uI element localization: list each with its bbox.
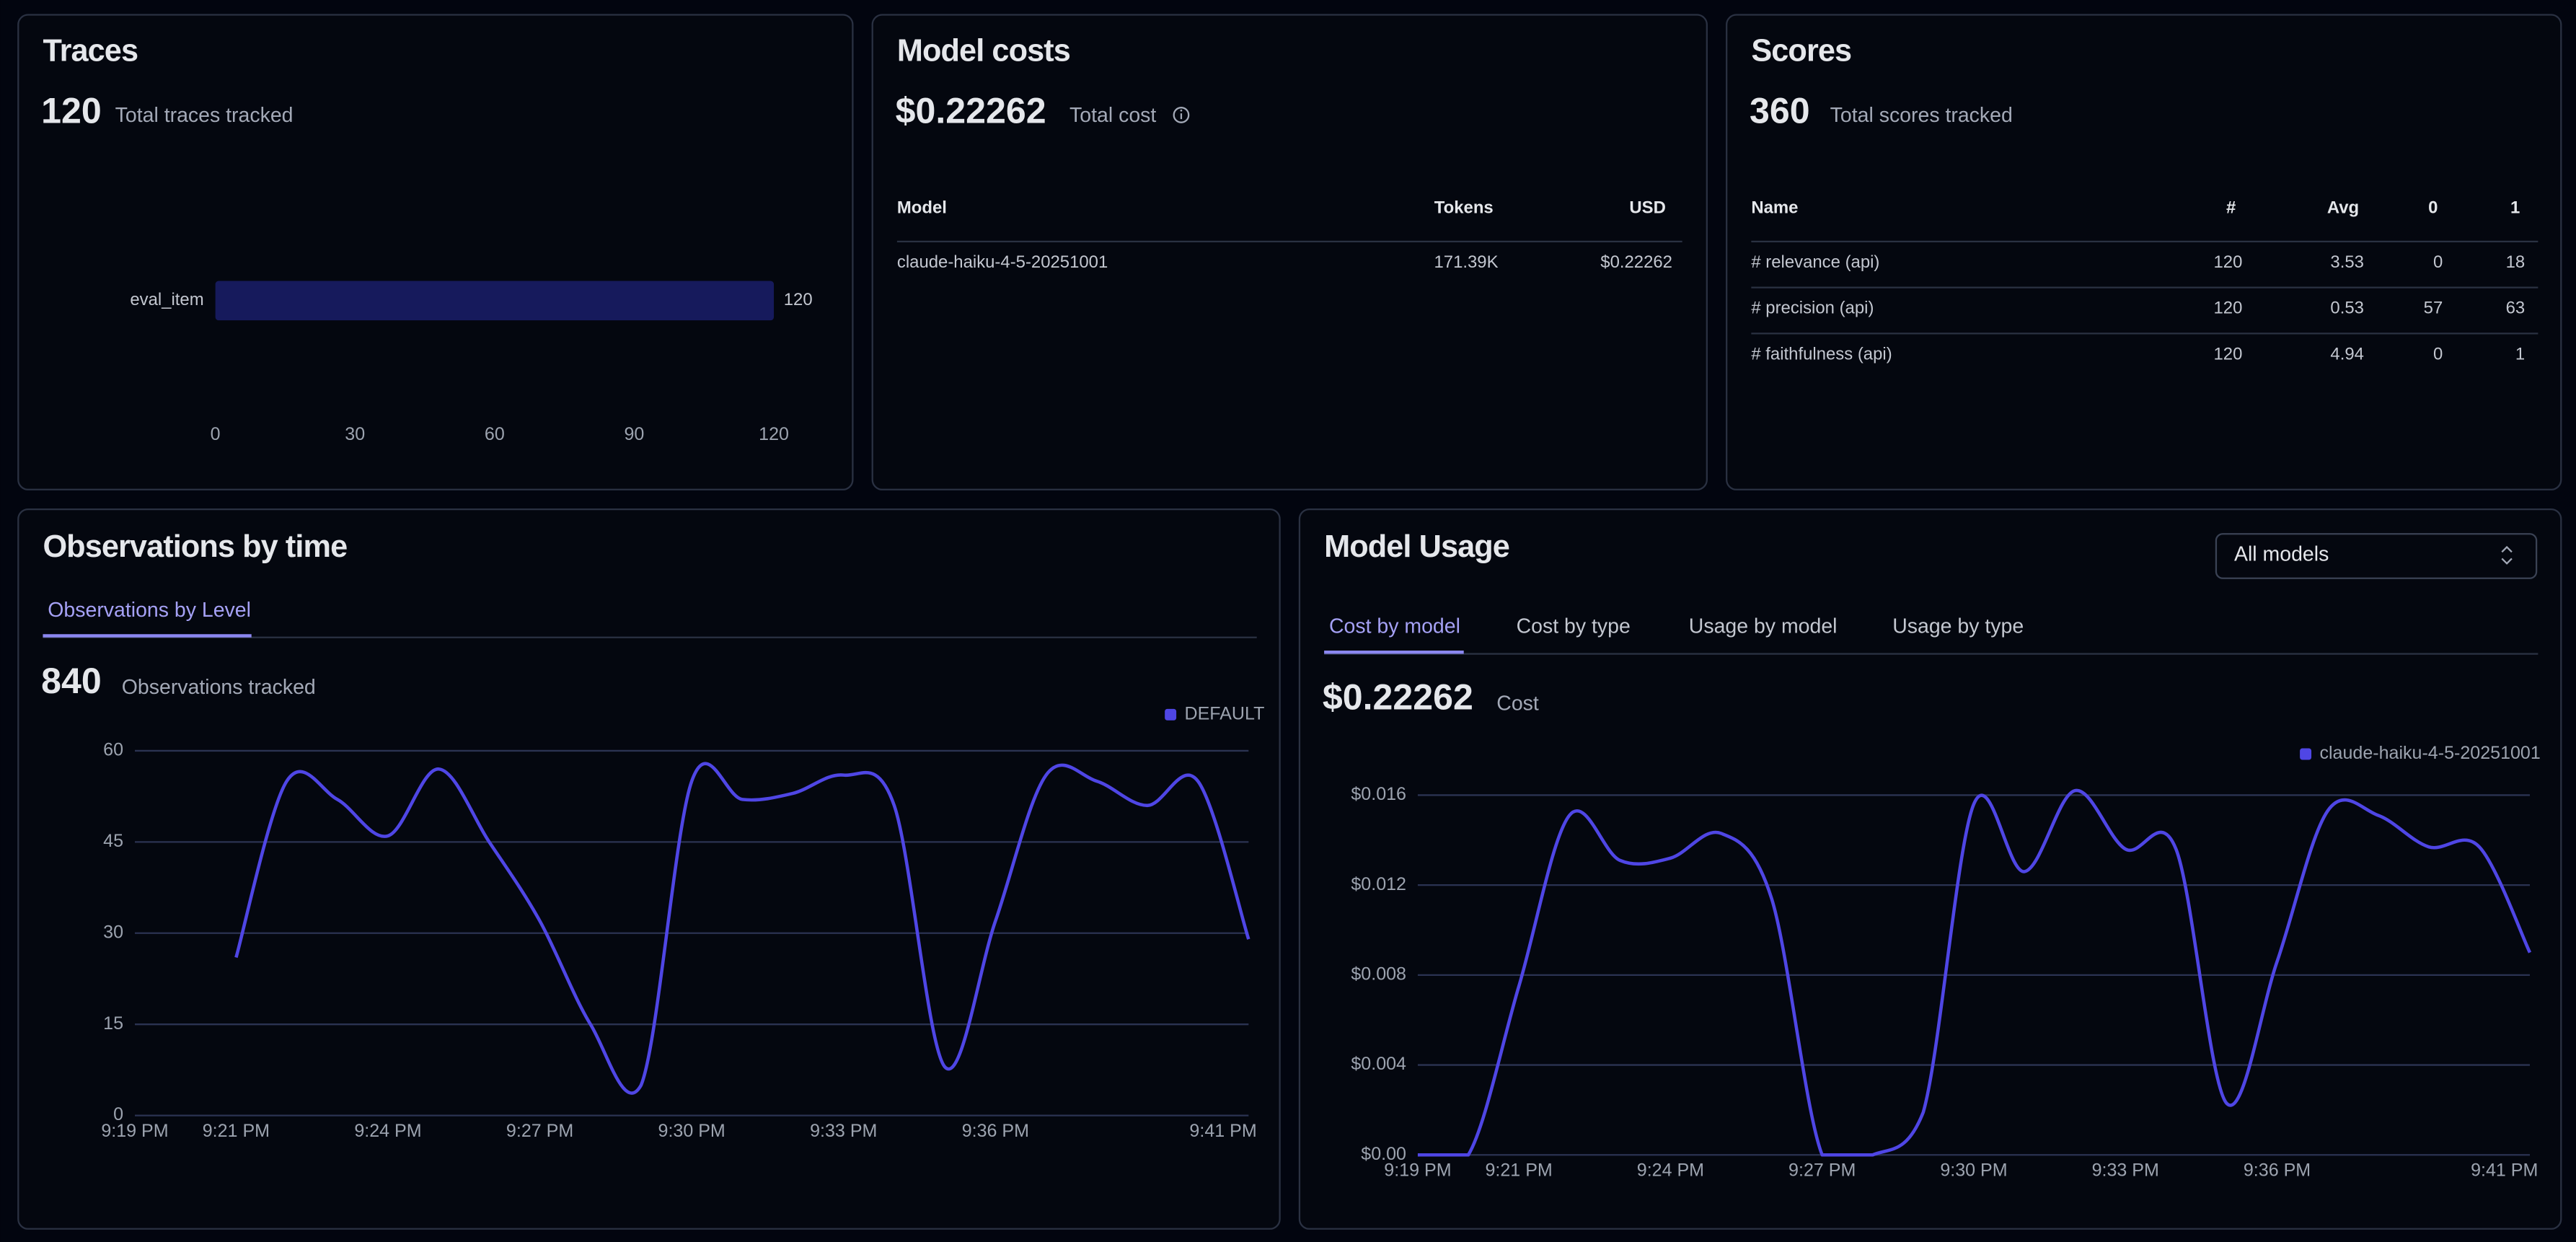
- series-line: [1417, 788, 2532, 1157]
- table-cell: # relevance (api): [1751, 252, 1879, 272]
- y-tick-label: eval_item: [130, 290, 203, 309]
- table-cell: 0: [2433, 344, 2443, 364]
- model-usage-panel: [1298, 508, 2562, 1230]
- panel-title: Observations by time: [43, 529, 347, 564]
- y-tick-label: 30: [103, 922, 123, 942]
- x-tick-label: 9:41 PM: [1189, 1121, 1256, 1141]
- total-value: 840: [41, 661, 102, 701]
- y-tick-label: 45: [103, 831, 123, 851]
- traces-panel: [17, 14, 854, 490]
- table-cell: # precision (api): [1751, 299, 1874, 318]
- table-cell: 120: [2213, 344, 2242, 364]
- table-cell: 171.39K: [1434, 252, 1498, 272]
- y-tick-label: $0.004: [1351, 1054, 1406, 1074]
- x-tick-label: 9:36 PM: [2244, 1160, 2311, 1181]
- table-cell: 63: [2506, 299, 2526, 318]
- observations-panel: [17, 508, 1281, 1230]
- table-header: Model: [897, 198, 947, 218]
- total-value: 360: [1750, 90, 1810, 131]
- x-tick-label: 9:36 PM: [962, 1121, 1029, 1141]
- table-cell: 4.94: [2330, 344, 2364, 364]
- x-tick-label: 60: [485, 424, 505, 444]
- x-tick-label: 9:19 PM: [1384, 1160, 1451, 1181]
- table-cell: 3.53: [2330, 252, 2364, 272]
- x-tick-label: 9:33 PM: [2092, 1160, 2159, 1181]
- y-tick-label: 60: [103, 740, 123, 760]
- x-tick-label: 9:19 PM: [101, 1121, 168, 1141]
- y-tick-label: $0.008: [1351, 964, 1406, 984]
- table-cell: claude-haiku-4-5-20251001: [897, 252, 1108, 272]
- panel-title: Model Usage: [1324, 529, 1509, 564]
- total-label: Total traces tracked: [115, 104, 294, 127]
- total-value: $0.22262: [896, 90, 1046, 131]
- table-header: 1: [2510, 198, 2520, 218]
- panel-title: Scores: [1751, 33, 1851, 68]
- x-tick-label: 9:27 PM: [1788, 1160, 1856, 1181]
- y-tick-label: 0: [113, 1104, 123, 1124]
- x-tick-label: 120: [759, 424, 789, 444]
- total-label: Total cost: [1069, 104, 1156, 127]
- legend-swatch: [1165, 708, 1177, 721]
- y-tick-label: $0.012: [1351, 874, 1406, 894]
- tab[interactable]: Cost by model: [1329, 615, 1460, 638]
- total-label: Observations tracked: [122, 676, 316, 699]
- tab[interactable]: Cost by type: [1517, 615, 1631, 638]
- table-cell: 120: [2213, 299, 2242, 318]
- y-tick-label: 15: [103, 1013, 123, 1034]
- model-costs-panel: [871, 14, 1708, 490]
- x-tick-label: 9:41 PM: [2471, 1160, 2538, 1181]
- y-tick-label: $0.016: [1351, 784, 1406, 804]
- table-header: Tokens: [1434, 198, 1494, 218]
- x-tick-label: 9:27 PM: [506, 1121, 573, 1141]
- table-header: 0: [2428, 198, 2438, 218]
- legend-swatch: [2300, 748, 2312, 760]
- total-value: $0.22262: [1323, 677, 1473, 718]
- table-cell: 57: [2424, 299, 2443, 318]
- tab[interactable]: Usage by model: [1689, 615, 1838, 638]
- x-tick-label: 9:30 PM: [1940, 1160, 2007, 1181]
- bar: [215, 281, 775, 321]
- total-label: Cost: [1496, 692, 1539, 715]
- tab[interactable]: Usage by type: [1892, 615, 2024, 638]
- x-tick-label: 9:24 PM: [354, 1121, 421, 1141]
- x-tick-label: 90: [625, 424, 645, 444]
- table-cell: 0: [2433, 252, 2443, 272]
- series-line: [234, 762, 1250, 1095]
- value-label: 120: [784, 290, 813, 309]
- scores-panel: [1726, 14, 2562, 490]
- table-cell: 18: [2506, 252, 2526, 272]
- table-cell: # faithfulness (api): [1751, 344, 1892, 364]
- table-header: Avg: [2327, 198, 2359, 218]
- x-tick-label: 9:21 PM: [1485, 1160, 1552, 1181]
- select-value[interactable]: All models: [2234, 542, 2329, 565]
- legend-label: claude-haiku-4-5-20251001: [2319, 743, 2540, 763]
- y-tick-label: $0.00: [1361, 1144, 1406, 1164]
- total-label: Total scores tracked: [1830, 104, 2013, 127]
- panel-title: Traces: [43, 33, 138, 68]
- table-cell: 0.53: [2330, 299, 2364, 318]
- tab[interactable]: Observations by Level: [48, 599, 251, 622]
- panel-title: Model costs: [897, 33, 1070, 68]
- table-cell: 1: [2515, 344, 2525, 364]
- table-header: #: [2226, 198, 2236, 218]
- table-header: Name: [1751, 198, 1798, 218]
- model-select[interactable]: All models: [2215, 533, 2538, 579]
- x-tick-label: 9:33 PM: [810, 1121, 877, 1141]
- info-icon[interactable]: [1173, 107, 1190, 123]
- table-cell: $0.22262: [1600, 252, 1672, 272]
- x-tick-label: 30: [345, 424, 365, 444]
- table-header: USD: [1629, 198, 1665, 218]
- x-tick-label: 0: [211, 424, 221, 444]
- total-value: 120: [41, 90, 102, 131]
- legend-label: DEFAULT: [1185, 703, 1265, 723]
- table-cell: 120: [2213, 252, 2242, 272]
- x-tick-label: 9:30 PM: [658, 1121, 725, 1141]
- x-tick-label: 9:21 PM: [203, 1121, 270, 1141]
- x-tick-label: 9:24 PM: [1637, 1160, 1704, 1181]
